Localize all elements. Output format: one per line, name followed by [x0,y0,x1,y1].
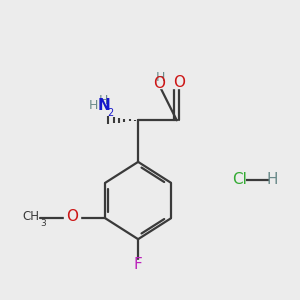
Text: O: O [173,75,185,90]
Bar [147,76,162,88]
Text: 3: 3 [40,219,46,228]
Text: H: H [89,99,99,112]
Text: N: N [98,98,110,113]
Text: H: H [155,71,165,84]
Text: O: O [153,76,165,91]
Text: CH: CH [22,210,39,224]
Text: 2: 2 [107,108,114,118]
Bar [169,76,186,88]
Text: Cl: Cl [232,172,247,187]
Text: F: F [134,257,142,272]
Text: O: O [66,209,78,224]
Bar [64,212,80,221]
Text: H: H [266,172,278,187]
Bar [132,260,144,269]
Text: H: H [99,94,109,106]
